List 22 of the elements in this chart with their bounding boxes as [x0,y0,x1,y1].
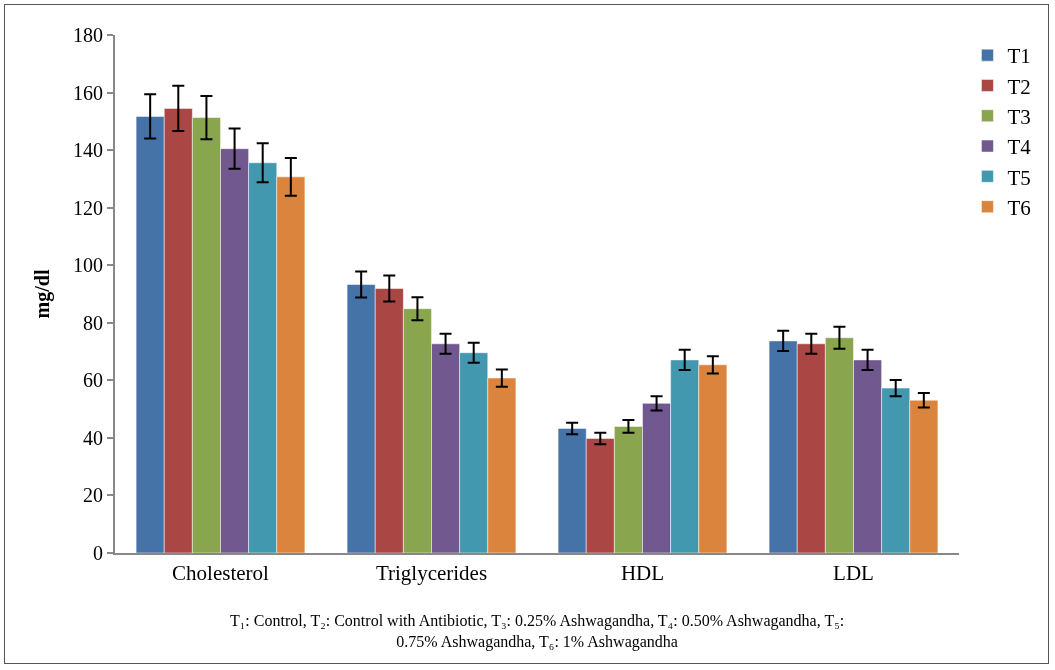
y-tick-label: 180 [73,24,103,46]
legend-label: T6 [1007,195,1031,220]
y-tick-label: 40 [83,426,103,449]
legend-label: T2 [1007,74,1031,99]
y-tick-label: 120 [73,196,103,219]
text: T₁: Control, T₂: Control with Antibiotic, T₃: 0.25% Ashwagandha, T₄: 0.50% Ashwagandha, T₅: 0.75% Ashwagandha, T₆: 1% Ashwagandha [230,612,845,651]
legend-label: T1 [1007,44,1031,69]
y-tick-label: 100 [73,254,103,277]
x-tick-label: Triglycerides [375,561,488,586]
x-tick-label: Cholesterol [172,561,270,586]
y-tick-label: 160 [73,81,103,104]
legend-label: T5 [1007,165,1031,190]
y-tick-label: 60 [83,369,103,392]
y-tick-label: 140 [73,139,103,162]
legend-label: T4 [1007,135,1032,160]
y-tick-label: 0 [93,542,103,564]
x-tick-label: HDL [620,561,665,586]
y-axis-title: mg/dl [31,269,54,319]
y-tick-label: 20 [83,484,103,507]
x-tick-label: LDL [833,561,874,586]
y-tick-label: 80 [83,311,103,334]
legend-label: T3 [1007,104,1031,129]
